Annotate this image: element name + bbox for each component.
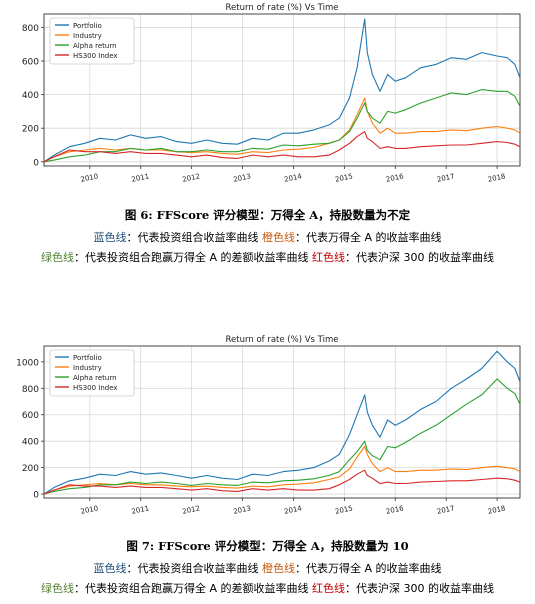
legend-entry: Industry — [73, 364, 102, 372]
legend-entry: Alpha return — [73, 374, 117, 382]
legend-entry: Portfolio — [73, 354, 102, 362]
legend-entry: Alpha return — [73, 42, 117, 50]
x-tick-label: 2015 — [334, 504, 353, 516]
x-tick-label: 2012 — [182, 504, 201, 516]
y-tick-label: 0 — [33, 491, 39, 501]
x-tick-label: 2013 — [233, 504, 252, 516]
y-tick-label: 0 — [33, 158, 39, 168]
x-tick-label: 2018 — [487, 172, 506, 184]
series-line-hs300-index — [43, 469, 521, 495]
figure-6-legend-line-2: 绿色线：代表投资组合跑赢万得全 A 的差额收益率曲线 红色线：代表沪深 300 … — [0, 249, 535, 265]
chart-6: Return of rate (%) Vs Time 0 200 400 600 800 2… — [22, 3, 521, 184]
x-tick-label: 2012 — [182, 172, 201, 184]
y-tick-label: 400 — [22, 438, 39, 448]
x-tick-label: 2014 — [283, 504, 303, 516]
figure-7-caption: 图 7: FFScore 评分模型：万得全 A，持股数量为 10 — [126, 539, 409, 553]
green-line-key: 绿色线 — [40, 251, 74, 264]
chart-7: Return of rate (%) Vs Time 0 200 400 600 800 1… — [16, 335, 521, 516]
x-tick-label: 2016 — [385, 172, 405, 184]
orange-line-desc: ：代表万得全 A 的收益率曲线 — [294, 562, 442, 575]
x-tick-label: 2010 — [80, 172, 99, 184]
orange-line-desc: ：代表万得全 A 的收益率曲线 — [294, 231, 442, 244]
y-tick-label: 200 — [22, 125, 39, 135]
y-tick-label: 1000 — [16, 358, 39, 368]
blue-line-desc: ：代表投资组合收益率曲线 — [126, 231, 259, 244]
series-line-alpha-return — [43, 89, 521, 163]
x-tick-label: 2016 — [385, 504, 405, 516]
series-line-alpha-return — [43, 378, 521, 495]
orange-line-key: 橙色线 — [261, 562, 295, 575]
y-tick-label: 600 — [22, 58, 39, 68]
x-tick-label: 2017 — [436, 172, 455, 184]
legend-entry: HS300 Index — [73, 52, 118, 60]
x-tick-label: 2015 — [334, 172, 353, 184]
plot-frame — [43, 13, 521, 167]
chart-title: Return of rate (%) Vs Time — [226, 3, 339, 13]
green-line-desc: ：代表投资组合跑赢万得全 A 的差额收益率曲线 — [73, 251, 309, 264]
figure-6-caption: 图 6: FFScore 评分模型：万得全 A，持股数量为不定 — [124, 208, 411, 222]
x-tick-label: 2011 — [131, 172, 150, 184]
figure-6: Return of rate (%) Vs Time 0 200 400 600 800 2… — [0, 0, 535, 196]
legend-entry: Portfolio — [73, 22, 102, 30]
figure-7-legend-line-1: 蓝色线：代表投资组合收益率曲线 橙色线：代表万得全 A 的收益率曲线 — [0, 560, 535, 576]
series-line-portfolio — [43, 350, 521, 495]
x-tick-label: 2010 — [80, 504, 99, 516]
blue-line-key: 蓝色线 — [93, 231, 127, 244]
x-tick-label: 2013 — [233, 172, 252, 184]
green-line-key: 绿色线 — [40, 582, 74, 595]
green-line-desc: ：代表投资组合跑赢万得全 A 的差额收益率曲线 — [73, 582, 309, 595]
y-tick-label: 200 — [22, 464, 39, 474]
chart-title: Return of rate (%) Vs Time — [226, 335, 339, 345]
x-tick-label: 2017 — [436, 504, 455, 516]
figure-6-legend-line-1: 蓝色线：代表投资组合收益率曲线 橙色线：代表万得全 A 的收益率曲线 — [0, 229, 535, 245]
y-tick-label: 600 — [22, 411, 39, 421]
y-tick-label: 800 — [22, 24, 39, 34]
y-tick-label: 800 — [22, 385, 39, 395]
x-tick-label: 2018 — [487, 504, 506, 516]
blue-line-desc: ：代表投资组合收益率曲线 — [126, 562, 259, 575]
figure-7-legend-line-2: 绿色线：代表投资组合跑赢万得全 A 的差额收益率曲线 红色线：代表沪深 300 … — [0, 580, 535, 596]
legend-entry: Industry — [73, 32, 102, 40]
series-line-portfolio — [43, 18, 521, 163]
plot-frame — [43, 345, 521, 499]
red-line-desc: ：代表沪深 300 的收益率曲线 — [345, 251, 495, 264]
legend-entry: HS300 Index — [73, 384, 118, 392]
y-tick-label: 400 — [22, 91, 39, 101]
red-line-desc: ：代表沪深 300 的收益率曲线 — [345, 582, 495, 595]
figure-7: Return of rate (%) Vs Time 0 200 400 600 800 1… — [0, 332, 535, 528]
legend-box — [49, 17, 135, 65]
blue-line-key: 蓝色线 — [93, 562, 127, 575]
legend-box — [49, 349, 135, 397]
red-line-key: 红色线 — [312, 251, 346, 264]
orange-line-key: 橙色线 — [261, 231, 295, 244]
x-tick-label: 2011 — [131, 504, 150, 516]
x-tick-label: 2014 — [283, 172, 303, 184]
red-line-key: 红色线 — [312, 582, 346, 595]
series-line-hs300-index — [43, 131, 521, 163]
series-line-industry — [43, 445, 521, 495]
